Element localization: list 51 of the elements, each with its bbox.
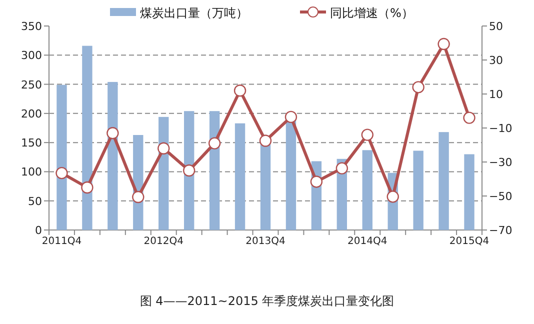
bar [56,84,67,230]
point [412,81,424,94]
point [259,134,272,147]
bar [362,150,372,230]
point [284,110,298,124]
point [386,190,399,203]
bar [108,82,118,230]
point [208,137,221,150]
point [438,38,450,50]
bar [82,46,92,230]
y2-tick-label: 50 [489,20,503,33]
y2-tick-label: −70 [489,224,512,237]
point [158,142,170,154]
x-tick-label: 2015Q4 [449,236,490,247]
bar [464,154,474,230]
y-tick-label: 150 [21,136,42,150]
legend-item: 煤炭出口量（万吨） [110,6,248,20]
x-tick-label: 2011Q4 [42,236,82,247]
legend-label: 同比增速（%） [330,6,414,20]
point [132,190,144,204]
bar [413,150,424,230]
point [56,166,68,180]
y-tick-label: 200 [21,107,42,120]
point [182,164,196,177]
legend-label: 煤炭出口量（万吨） [140,6,248,20]
y2-tick-label: 10 [489,88,503,101]
x-tick-label: 2012Q4 [144,236,184,247]
point [463,112,476,124]
y2-tick-label: 30 [489,54,503,67]
point [106,127,119,140]
legend-item: 同比增速（%） [300,6,414,20]
y2-tick-label: −50 [489,190,512,203]
y-tick-label: 350 [21,20,42,33]
point [234,84,246,97]
bar [286,120,296,230]
y2-tick-label: −10 [489,122,512,135]
point [361,128,374,141]
x-tick-label: 2014Q4 [348,236,388,247]
y-tick-label: 0 [35,224,42,237]
y-tick-label: 50 [28,194,42,208]
point [81,181,94,194]
y-tick-label: 100 [21,166,42,179]
y2-tick-label: −30 [489,156,512,169]
y-tick-label: 250 [21,78,42,92]
point [336,162,348,174]
y-tick-label: 300 [21,49,42,62]
text: 图 4——2011~2015 年季度煤炭出口量变化图 [140,294,394,308]
x-tick-label: 2013Q4 [246,236,286,247]
bar [234,123,246,230]
point [310,176,323,188]
bar [438,132,449,230]
